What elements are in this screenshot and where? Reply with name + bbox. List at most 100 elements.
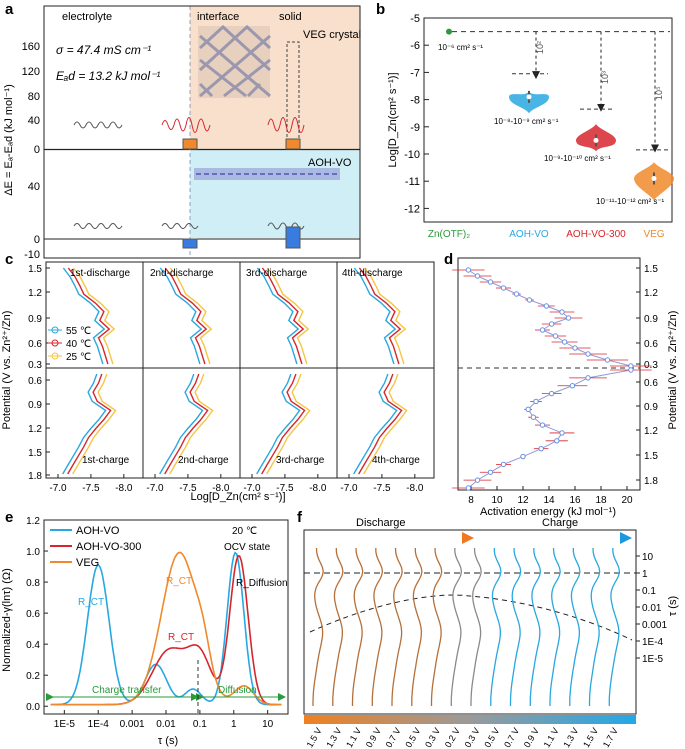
d-point — [500, 285, 507, 291]
e-legend-aohvo300: AOH-VO-300 — [76, 541, 141, 553]
a-ytick: -10 — [24, 249, 40, 261]
d-line-segment — [572, 377, 589, 387]
d-ytick-label: 1.8 — [644, 476, 658, 487]
c-ylabel: Potential (V vs. Zn²⁺/Zn) — [1, 311, 13, 430]
f-state-label: C. 0.3 V — [457, 726, 482, 749]
b-annot-veg: 10⁻¹¹-10⁻¹² cm² s⁻¹ — [596, 197, 665, 206]
panel-label-f: f — [297, 509, 303, 526]
d-ylabel: Potential (V vs. Zn²⁺/Zn) — [667, 311, 679, 430]
a-ytick: 160 — [22, 41, 40, 53]
d-xlabel: Activation energy (kJ mol⁻¹) — [480, 506, 616, 518]
f-state-label: C. 0.7 V — [496, 726, 521, 749]
a-ytick: 80 — [28, 91, 40, 103]
b-ratio-3: 10⁵ — [654, 86, 664, 100]
b-annot-aohvo: 10⁻⁸-10⁻⁹ cm² s⁻¹ — [494, 117, 559, 126]
panel-d-frame — [457, 257, 641, 491]
d-point — [538, 445, 544, 452]
c-curve-discharge — [261, 267, 305, 365]
panel-a: a electrolyte interface solid VEG crysta… — [3, 1, 361, 261]
b-ytick-label: -12 — [404, 203, 420, 215]
c-xtick-label: -7.5 — [179, 483, 197, 494]
c-xtick-label: -8.0 — [406, 483, 424, 494]
e-legend-veg: VEG — [76, 557, 99, 569]
a-ytick: 0 — [34, 144, 40, 156]
wave-solid-top — [267, 117, 305, 133]
d-xtick-label: 14 — [543, 495, 555, 506]
aoh-region — [190, 150, 360, 238]
e-ytick-label: 0.4 — [26, 640, 40, 651]
veg-crystal-structure-icon — [198, 24, 272, 98]
f-curve — [430, 547, 443, 706]
f-curve — [450, 547, 463, 706]
d-line-segment — [587, 369, 631, 379]
panel-e: e 1.2 1.0 0.8 0.6 0.4 0.2 0.0 1E-5 1E-4 0.001 0.01… — [1, 509, 289, 747]
zone-electrolyte: electrolyte — [62, 11, 112, 23]
f-ytick-label: 1 — [642, 569, 648, 580]
c-curve-charge — [256, 373, 301, 475]
c-ytick-label: 0.6 — [28, 376, 42, 387]
c-legend-55: 55 ℃ — [66, 326, 91, 337]
c-curve-discharge — [72, 267, 116, 365]
c-curve-discharge — [67, 267, 111, 365]
c-curve-discharge — [164, 267, 208, 365]
d-point — [530, 414, 537, 420]
e-region-charge-transfer: Charge transfer — [92, 685, 162, 696]
d-point — [559, 309, 565, 315]
b-ratio-1: 10² — [535, 41, 545, 54]
c-ytick-label: 1.5 — [28, 264, 42, 275]
e-peak-rdiff: R_Diffusion — [236, 578, 288, 589]
panel-label-e: e — [5, 509, 13, 526]
c-curve-charge — [358, 373, 403, 475]
f-state-label: D. 1.3 V — [319, 726, 344, 749]
c-legend-25: 25 ℃ — [66, 352, 91, 363]
c-xlabel: Log[D_Zn(cm² s⁻¹)] — [190, 491, 285, 503]
panel-label-c: c — [5, 251, 13, 268]
f-curve — [391, 547, 403, 706]
a-ytick: 40 — [28, 181, 40, 193]
e-temp: 20 ℃ — [232, 526, 257, 537]
c-title-d3: 3rd-discharge — [246, 268, 308, 279]
c-ytick-label: 0.9 — [28, 314, 42, 325]
c-curve-charge — [67, 373, 112, 475]
c-ytick-label: 1.5 — [28, 448, 42, 459]
c-ytick-label: 1.2 — [28, 424, 42, 435]
c-curve-discharge — [358, 267, 402, 365]
e-ytick-label: 1.2 — [26, 516, 40, 527]
f-ytick-label: 10 — [642, 552, 654, 563]
d-point — [474, 477, 481, 483]
d-point — [465, 267, 472, 273]
c-curve-charge — [353, 373, 398, 475]
f-ytick-label: 0.01 — [642, 603, 662, 614]
b-cat-aohvo: AOH-VO — [509, 229, 549, 240]
f-curve — [529, 547, 542, 706]
f-curve — [509, 547, 522, 706]
b-violin-zn — [446, 28, 452, 35]
d-ytick-label: 1.5 — [644, 264, 658, 275]
f-ytick-label: 0.001 — [642, 620, 667, 631]
e-xtick-label: 10 — [262, 719, 274, 730]
a-ylabel: ΔE = Eₐ-Eₐd (kJ mol⁻¹) — [3, 84, 15, 196]
panel-label-a: a — [5, 1, 14, 18]
c-title-c4: 4th-charge — [372, 455, 420, 466]
c-curve-discharge — [266, 267, 310, 365]
barrier-bar-solid-top — [285, 138, 301, 150]
f-curve — [332, 547, 344, 706]
e-xlabel: τ (s) — [158, 735, 178, 747]
f-state-label: D. 0.5 V — [398, 726, 423, 749]
panel-b-frame — [423, 17, 673, 223]
e-curve-AOH-VO — [50, 551, 282, 706]
c-curve-charge — [62, 373, 107, 475]
c-title-c2: 2nd-charge — [178, 455, 229, 466]
f-curve — [608, 547, 621, 706]
d-point — [539, 422, 546, 428]
d-xtick-label: 12 — [517, 495, 529, 506]
d-xtick-label: 8 — [468, 495, 474, 506]
d-point — [628, 367, 634, 373]
d-point — [552, 333, 559, 339]
d-xtick-label: 10 — [491, 495, 503, 506]
panel-f: f Discharge Charge 10 1 0.1 0.01 0.001 1E-4 1E… — [297, 509, 679, 749]
b-ratio-2: 10³ — [600, 71, 610, 84]
c-curve-charge — [266, 373, 311, 475]
c-curve-charge — [261, 373, 306, 475]
